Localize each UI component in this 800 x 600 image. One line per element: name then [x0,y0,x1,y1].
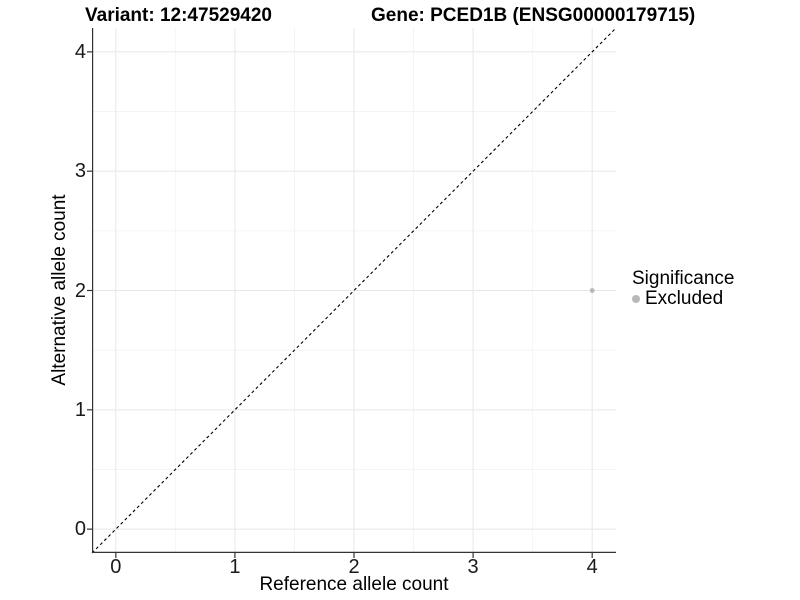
y-tick-label: 0 [74,518,86,541]
x-tick-label: 1 [229,556,241,578]
legend: Significance Excluded [632,268,734,309]
plot-panel [87,27,617,558]
legend-point-icon [632,295,640,303]
gene-title: Gene: PCED1B (ENSG00000179715) [371,5,696,26]
variant-title: Variant: 12:47529420 [85,5,272,26]
legend-title: Significance [632,268,735,289]
y-tick-label: 1 [74,398,86,421]
y-tick-label: 4 [74,40,86,63]
legend-items: Excluded [632,288,734,309]
legend-item-label: Excluded [645,288,724,309]
x-tick-label: 3 [467,556,479,578]
data-point [589,288,595,293]
x-tick-label: 4 [586,556,598,578]
x-tick-label: 2 [348,556,360,578]
identity-line [91,27,617,554]
y-tick-label: 3 [74,160,86,183]
y-tick-label: 2 [74,279,86,302]
x-tick-label: 0 [110,556,122,578]
x-axis-title: Reference allele count [259,574,449,595]
legend-item: Excluded [632,288,734,309]
